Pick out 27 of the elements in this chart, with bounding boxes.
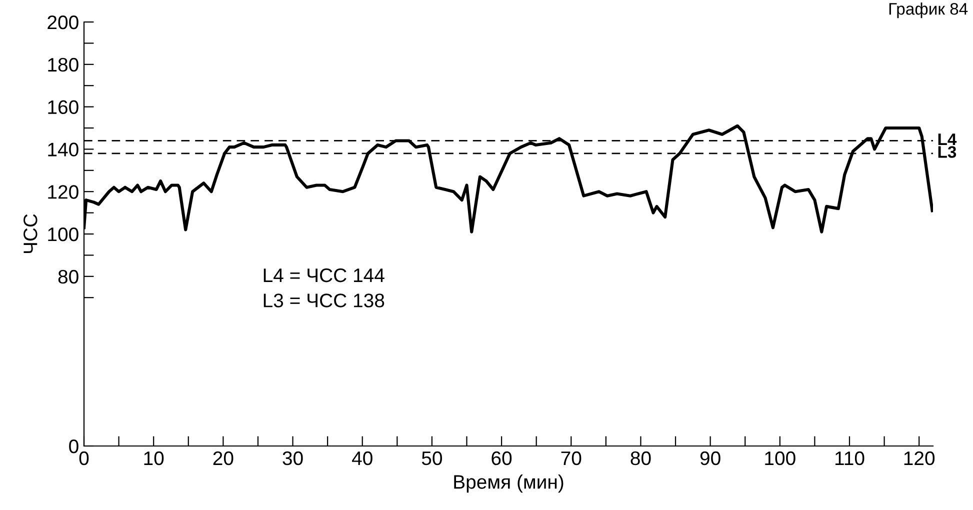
x-tick-label: 90 (700, 451, 720, 466)
ref-line-label: L3 (938, 146, 956, 158)
x-tick-label: 0 (79, 451, 89, 466)
x-tick-label: 70 (561, 451, 582, 466)
y-tick-label: 200 (48, 15, 78, 30)
y-tick-label: 80 (58, 270, 78, 284)
x-tick-label: 110 (835, 451, 864, 466)
ref-line-label: L4 (938, 134, 957, 146)
x-tick-label: 40 (352, 451, 372, 466)
x-tick-label: 30 (282, 451, 303, 466)
x-tick-label: 80 (630, 451, 651, 466)
y-tick-label: 100 (48, 227, 78, 242)
annotation: L4 = ЧСС 144 L3 = ЧСС 138 (264, 268, 384, 308)
x-tick-label: 60 (492, 451, 512, 466)
x-tick-label: 20 (213, 451, 234, 466)
y-tick-label: 180 (48, 58, 78, 72)
chart-title: График 84 (889, 2, 968, 18)
x-tick-label: 50 (422, 451, 442, 466)
y-axis-title: ЧСС (24, 214, 38, 254)
x-tick-label: 120 (904, 451, 935, 466)
y-tick-label: 160 (48, 100, 78, 114)
x-tick-label: 10 (144, 451, 164, 466)
x-axis-title: Время (мин) (454, 474, 564, 493)
y-tick-label: 0 (69, 439, 78, 454)
x-tick-label: 100 (765, 451, 796, 466)
y-tick-label: 140 (48, 142, 78, 156)
y-tick-label: 120 (48, 185, 78, 199)
